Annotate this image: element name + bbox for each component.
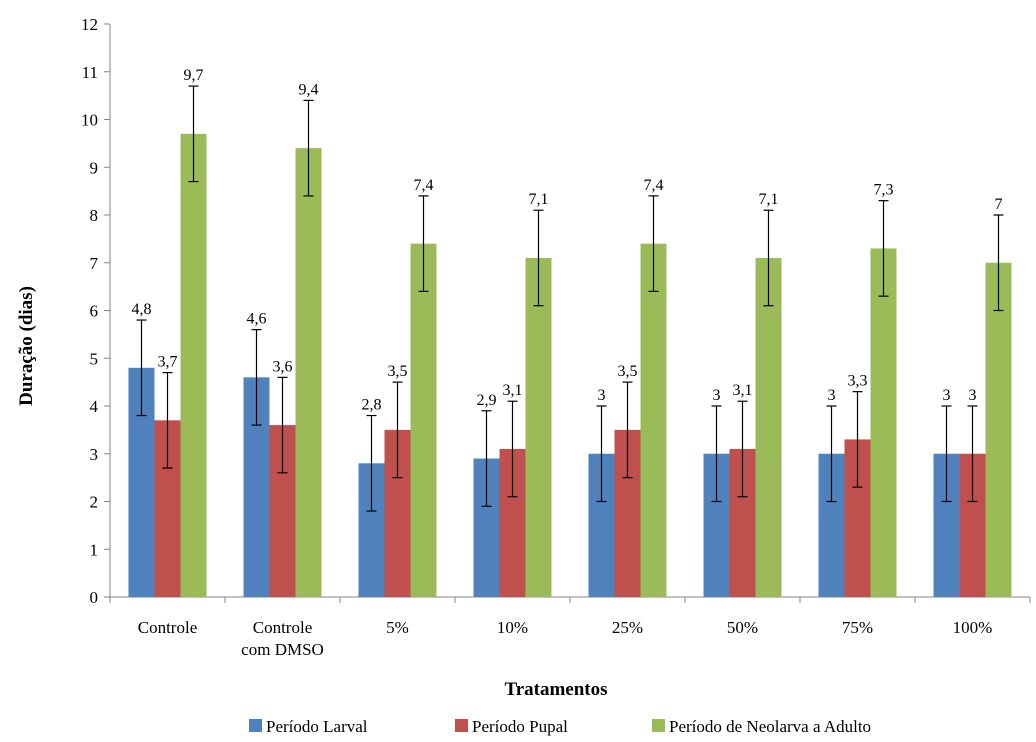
- legend-swatch: [652, 719, 665, 732]
- legend-swatch: [249, 719, 262, 732]
- legend-label: Período Larval: [266, 717, 368, 736]
- y-axis-title: Duração (dias): [16, 286, 37, 406]
- y-tick-label: 12: [81, 15, 98, 34]
- data-label: 7,1: [529, 191, 549, 208]
- bar: [755, 257, 782, 597]
- legend-label: Período Pupal: [472, 717, 568, 736]
- data-label: 4,8: [132, 301, 152, 318]
- data-label: 3,7: [158, 354, 178, 371]
- data-label: 7,4: [644, 177, 664, 194]
- data-label: 7: [995, 196, 1003, 213]
- bar: [870, 248, 897, 598]
- bar: [295, 148, 322, 597]
- bar: [640, 243, 667, 597]
- legend: Período Larval Período Pupal Período de Ne…: [249, 717, 871, 736]
- bar: [180, 133, 207, 597]
- data-label: 3: [598, 387, 606, 404]
- data-label: 2,8: [362, 397, 382, 414]
- x-tick-label: Controle: [138, 618, 198, 637]
- data-label: 2,9: [477, 392, 497, 409]
- x-tick-label: 50%: [727, 618, 758, 637]
- x-axis-title: Tratamentos: [504, 679, 607, 700]
- data-label: 9,4: [299, 81, 319, 98]
- x-tick-label: 10%: [497, 618, 528, 637]
- y-tick-label: 4: [90, 397, 99, 416]
- data-label: 3,1: [503, 382, 523, 399]
- data-label: 3: [943, 387, 951, 404]
- data-label: 7,1: [759, 191, 779, 208]
- y-tick-label: 1: [90, 540, 99, 559]
- bar: [410, 243, 437, 597]
- x-tick-label: 100%: [953, 618, 993, 637]
- data-label: 3,5: [618, 363, 638, 380]
- y-tick-label: 11: [82, 63, 98, 82]
- y-tick-label: 8: [90, 206, 99, 225]
- x-tick-label: 75%: [842, 618, 873, 637]
- data-label: 3: [828, 387, 836, 404]
- y-tick-label: 0: [90, 588, 99, 607]
- x-tick-label: 25%: [612, 618, 643, 637]
- bar: [525, 257, 552, 597]
- x-tick-label: Controle: [253, 618, 313, 637]
- data-label: 3,6: [273, 358, 293, 375]
- y-tick-label: 2: [90, 493, 99, 512]
- data-label: 7,3: [874, 182, 894, 199]
- data-label: 3: [713, 387, 721, 404]
- y-tick-label: 5: [90, 349, 99, 368]
- bar: [985, 262, 1012, 597]
- y-axis-title-group: Duração (dias): [16, 286, 37, 406]
- legend-label: Período de Neolarva a Adulto: [669, 717, 871, 736]
- y-tick-label: 7: [90, 254, 99, 273]
- data-label: 3,3: [848, 373, 868, 390]
- x-tick-label: com DMSO: [241, 640, 324, 659]
- x-tick-label: 5%: [386, 618, 409, 637]
- y-tick-label: 9: [90, 158, 99, 177]
- data-label: 9,7: [184, 67, 204, 84]
- y-tick-label: 10: [81, 111, 98, 130]
- y-tick-label: 3: [90, 445, 99, 464]
- data-label: 3: [969, 387, 977, 404]
- legend-swatch: [455, 719, 468, 732]
- y-tick-label: 6: [90, 302, 99, 321]
- data-label: 3,5: [388, 363, 408, 380]
- data-label: 3,1: [733, 382, 753, 399]
- data-label: 4,6: [247, 311, 267, 328]
- data-label: 7,4: [414, 177, 434, 194]
